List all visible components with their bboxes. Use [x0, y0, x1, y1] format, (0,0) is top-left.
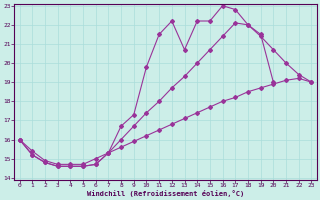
X-axis label: Windchill (Refroidissement éolien,°C): Windchill (Refroidissement éolien,°C): [87, 190, 244, 197]
